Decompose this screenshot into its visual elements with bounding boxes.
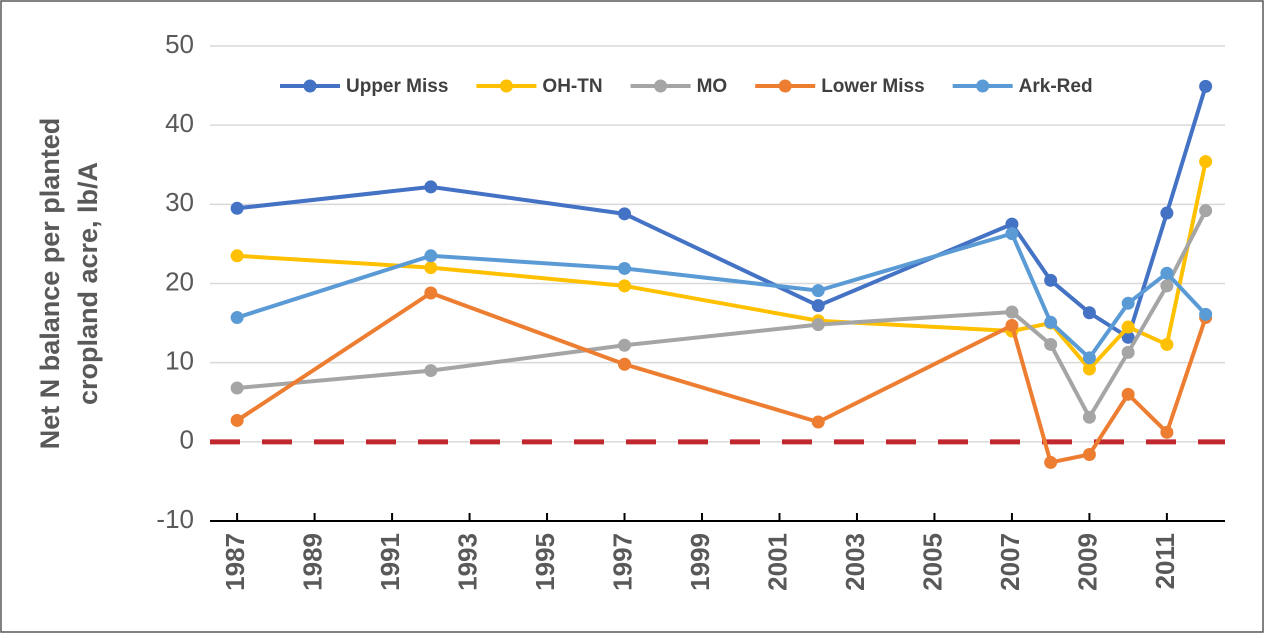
data-point xyxy=(1005,217,1019,231)
data-point xyxy=(1121,330,1135,344)
x-tick-label: 2001 xyxy=(762,533,792,591)
data-point xyxy=(1082,362,1096,376)
data-point xyxy=(1121,387,1135,401)
data-point xyxy=(1082,306,1096,320)
y-tick-label: 10 xyxy=(165,346,194,376)
x-tick-label: 1991 xyxy=(375,533,405,591)
y-axis-title: Net N balance per planted xyxy=(35,118,65,450)
x-tick-label: 1997 xyxy=(607,533,637,591)
data-point xyxy=(424,249,438,263)
data-point xyxy=(1160,425,1174,439)
legend-marker xyxy=(976,79,990,93)
data-point xyxy=(1044,337,1058,351)
data-point xyxy=(618,261,632,275)
data-point xyxy=(811,318,825,332)
data-point xyxy=(1199,307,1213,321)
data-point xyxy=(230,201,244,215)
x-tick-label: 2007 xyxy=(995,533,1025,591)
y-tick-label: 30 xyxy=(165,187,194,217)
x-tick-label: 1989 xyxy=(297,533,327,591)
x-tick-label: 2003 xyxy=(840,533,870,591)
data-point xyxy=(1121,320,1135,334)
y-tick-label: 40 xyxy=(165,108,194,138)
data-point xyxy=(618,279,632,293)
x-tick-label: 2005 xyxy=(917,533,947,591)
y-tick-label: 50 xyxy=(165,29,194,59)
y-tick-label: 0 xyxy=(180,425,194,455)
data-point xyxy=(811,415,825,429)
series-line xyxy=(236,231,1208,361)
legend-marker xyxy=(778,79,792,93)
data-point xyxy=(1121,296,1135,310)
data-point xyxy=(1044,273,1058,287)
data-point xyxy=(1199,79,1213,93)
data-point xyxy=(618,357,632,371)
data-point xyxy=(1044,455,1058,469)
data-point xyxy=(811,284,825,298)
data-point xyxy=(230,311,244,325)
data-point xyxy=(1199,155,1213,169)
data-point xyxy=(1121,345,1135,359)
data-point xyxy=(230,413,244,427)
data-point xyxy=(1160,337,1174,351)
data-point xyxy=(618,207,632,221)
x-tick-label: 1999 xyxy=(685,533,715,591)
legend: Upper Miss OH-TN MO Lower Miss Ark-Red xyxy=(280,76,1093,97)
data-point xyxy=(424,180,438,194)
legend-label: Upper Miss xyxy=(346,76,448,97)
data-point xyxy=(811,299,825,313)
legend-label: OH-TN xyxy=(542,76,602,97)
data-point xyxy=(618,338,632,352)
data-point xyxy=(424,261,438,275)
x-tick-label: 2011 xyxy=(1150,533,1180,589)
data-point xyxy=(1082,351,1096,365)
data-point xyxy=(1160,206,1174,220)
data-point xyxy=(1160,266,1174,280)
data-point xyxy=(1005,318,1019,332)
data-point xyxy=(1044,315,1058,329)
data-point xyxy=(1082,410,1096,424)
y-tick-label: -10 xyxy=(156,504,194,534)
series-line xyxy=(236,85,1208,341)
x-tick-label: 1993 xyxy=(452,533,482,591)
data-point xyxy=(1082,448,1096,461)
legend-label: Ark-Red xyxy=(1019,76,1093,97)
legend-marker xyxy=(654,79,668,93)
x-tick-label: 2009 xyxy=(1072,533,1102,591)
data-point xyxy=(1160,279,1174,293)
y-axis-title: cropland acre, lb/A xyxy=(73,162,103,405)
data-point xyxy=(1005,227,1019,241)
data-point xyxy=(1199,204,1213,218)
data-point xyxy=(424,364,438,378)
data-point xyxy=(230,381,244,395)
data-point xyxy=(1005,305,1019,319)
legend-label: MO xyxy=(697,76,728,97)
legend-marker xyxy=(303,79,317,93)
x-tick-label: 1987 xyxy=(220,533,250,591)
legend-marker xyxy=(499,79,513,93)
x-tick-label: 1995 xyxy=(530,533,560,591)
legend-label: Lower Miss xyxy=(821,76,924,97)
series-line xyxy=(236,209,1208,422)
series-line xyxy=(236,290,1208,465)
data-point xyxy=(230,249,244,263)
data-point xyxy=(424,286,438,300)
y-tick-label: 20 xyxy=(165,266,194,296)
